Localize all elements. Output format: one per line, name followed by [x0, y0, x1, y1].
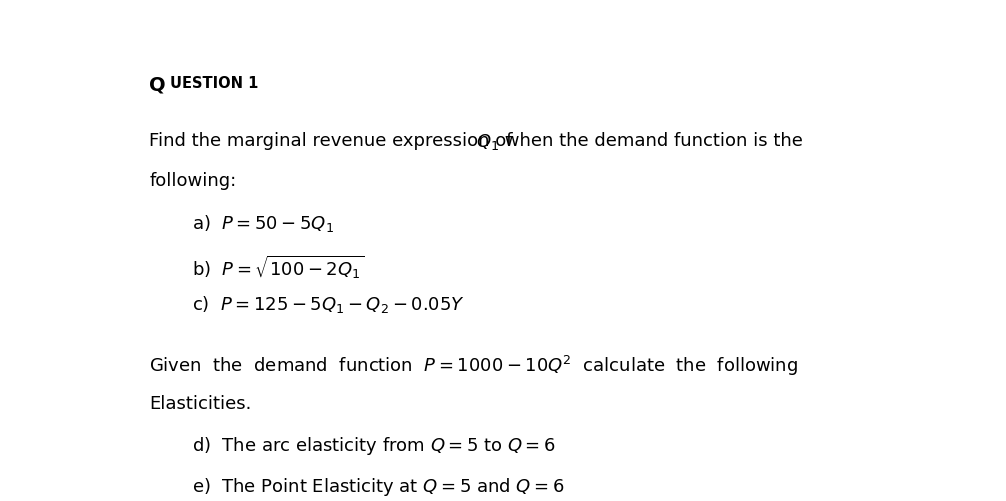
Text: UESTION 1: UESTION 1 [170, 76, 259, 91]
Text: e)  The Point Elasticity at $Q = 5$ and $Q = 6$: e) The Point Elasticity at $Q = 5$ and $… [192, 475, 564, 497]
Text: b)  $P = \sqrt{100 - 2Q_1}$: b) $P = \sqrt{100 - 2Q_1}$ [192, 253, 364, 280]
Text: following:: following: [149, 172, 236, 190]
Text: $Q_1$: $Q_1$ [476, 131, 499, 151]
Text: Q: Q [149, 76, 166, 95]
Text: Elasticities.: Elasticities. [149, 394, 252, 412]
Text: d)  The arc elasticity from $Q = 5$ to $Q = 6$: d) The arc elasticity from $Q = 5$ to $Q… [192, 434, 555, 456]
Text: Find the marginal revenue expression of: Find the marginal revenue expression of [149, 131, 518, 149]
Text: c)  $P = 125 - 5Q_1 - Q_2 - 0.05Y$: c) $P = 125 - 5Q_1 - Q_2 - 0.05Y$ [192, 294, 465, 315]
Text: a)  $P = 50 - 5Q_1$: a) $P = 50 - 5Q_1$ [192, 212, 334, 233]
Text: Given  the  demand  function  $P = 1000 - 10Q^2$  calculate  the  following: Given the demand function $P = 1000 - 10… [149, 353, 798, 377]
Text: when the demand function is the: when the demand function is the [499, 131, 803, 149]
